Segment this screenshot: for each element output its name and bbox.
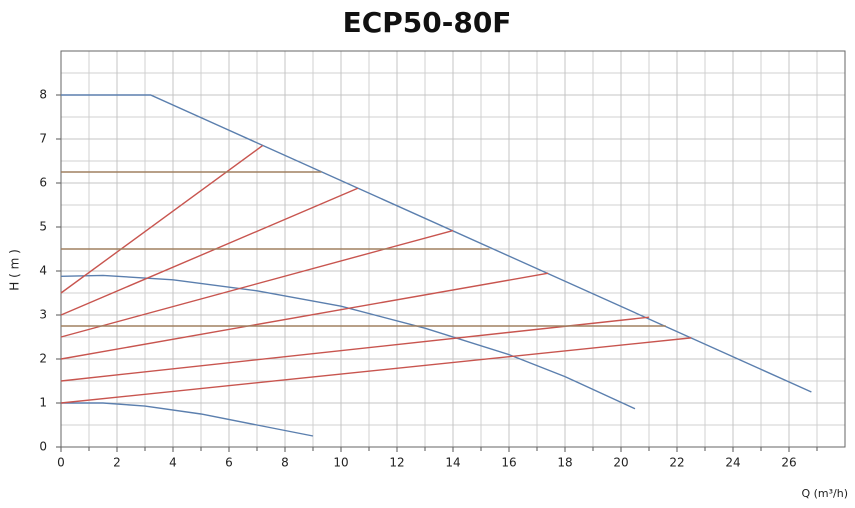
chart-title: ECP50-80F xyxy=(343,6,512,39)
x-tick-label: 8 xyxy=(281,456,289,470)
y-tick-label: 7 xyxy=(39,132,47,146)
y-tick-label: 4 xyxy=(39,264,47,278)
x-tick-label: 0 xyxy=(57,456,65,470)
curve xyxy=(61,402,314,437)
curve xyxy=(60,274,636,410)
curve xyxy=(60,145,264,294)
x-tick-label: 10 xyxy=(333,456,348,470)
x-axis-label: Q (m³/h) xyxy=(801,487,848,500)
curve xyxy=(60,229,454,338)
curve xyxy=(60,187,359,316)
x-tick-label: 16 xyxy=(501,456,516,470)
y-axis-label: H ( m ) xyxy=(8,249,22,291)
curve xyxy=(61,94,812,393)
y-tick-label: 5 xyxy=(39,220,47,234)
y-tick-label: 8 xyxy=(39,88,47,102)
y-tick-label: 1 xyxy=(39,396,47,410)
x-tick-label: 26 xyxy=(781,456,796,470)
y-tick-label: 3 xyxy=(39,308,47,322)
x-tick-label: 14 xyxy=(445,456,460,470)
x-tick-label: 22 xyxy=(669,456,684,470)
curve xyxy=(60,272,549,360)
x-tick-label: 4 xyxy=(169,456,177,470)
curve xyxy=(60,316,650,382)
y-tick-label: 6 xyxy=(39,176,47,190)
x-tick-label: 24 xyxy=(725,456,740,470)
x-tick-label: 18 xyxy=(557,456,572,470)
x-tick-label: 20 xyxy=(613,456,628,470)
x-tick-label: 2 xyxy=(113,456,121,470)
x-tick-label: 6 xyxy=(225,456,233,470)
y-tick-label: 2 xyxy=(39,352,47,366)
y-tick-label: 0 xyxy=(39,440,47,454)
curve xyxy=(60,337,692,404)
x-tick-label: 12 xyxy=(389,456,404,470)
